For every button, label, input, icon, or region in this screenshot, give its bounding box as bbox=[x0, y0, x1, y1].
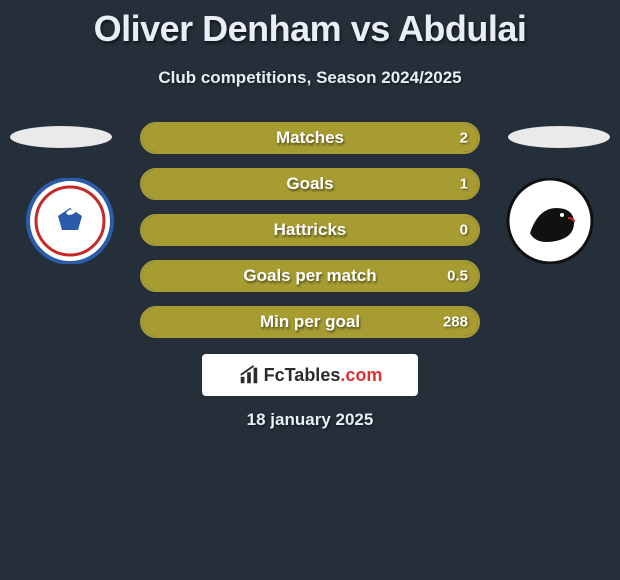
stat-label: Matches bbox=[276, 128, 344, 148]
stat-value-player2: 0.5 bbox=[447, 268, 468, 285]
stat-label: Min per goal bbox=[260, 312, 360, 332]
player1-club-badge bbox=[20, 178, 120, 264]
chart-icon bbox=[238, 364, 260, 386]
logo-text: FcTables.com bbox=[264, 365, 383, 386]
stat-row: Matches 2 bbox=[140, 122, 480, 154]
stat-row: Hattricks 0 bbox=[140, 214, 480, 246]
page-title: Oliver Denham vs Abdulai bbox=[0, 0, 620, 50]
stat-row: Goals per match 0.5 bbox=[140, 260, 480, 292]
player2-club-badge bbox=[500, 178, 600, 264]
stat-label: Goals per match bbox=[243, 266, 376, 286]
fctables-logo: FcTables.com bbox=[202, 354, 418, 396]
stat-value-player2: 0 bbox=[460, 222, 468, 239]
stat-value-player2: 288 bbox=[443, 314, 468, 331]
page-subtitle: Club competitions, Season 2024/2025 bbox=[0, 68, 620, 88]
stat-row: Min per goal 288 bbox=[140, 306, 480, 338]
stat-label: Hattricks bbox=[274, 220, 347, 240]
player2-ellipse bbox=[508, 126, 610, 148]
stat-value-player2: 1 bbox=[460, 176, 468, 193]
stat-value-player2: 2 bbox=[460, 130, 468, 147]
stats-panel: Matches 2 Goals 1 Hattricks 0 Goals per match 0… bbox=[140, 122, 480, 352]
stat-label: Goals bbox=[286, 174, 333, 194]
date-line: 18 january 2025 bbox=[0, 410, 620, 430]
player1-ellipse bbox=[10, 126, 112, 148]
stat-row: Goals 1 bbox=[140, 168, 480, 200]
